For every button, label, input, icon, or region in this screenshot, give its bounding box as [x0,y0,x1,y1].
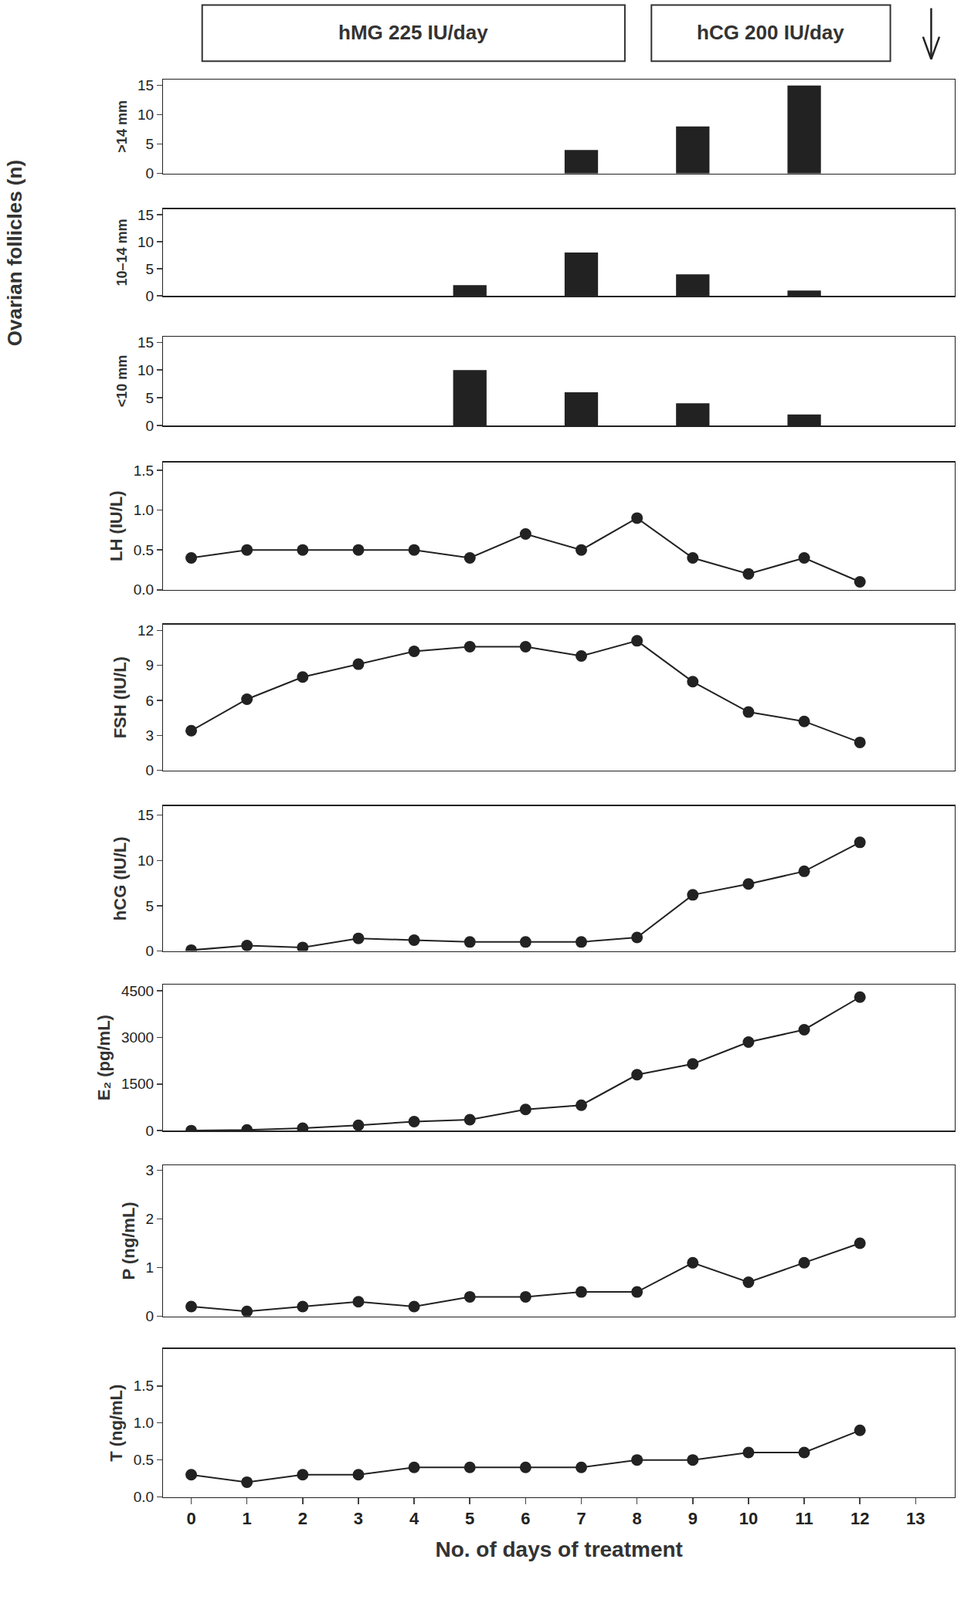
svg-text:1.0: 1.0 [133,1415,154,1432]
svg-text:3: 3 [145,727,155,744]
svg-text:0: 0 [186,1509,196,1529]
svg-text:hCG 200 IU/day: hCG 200 IU/day [696,20,845,45]
svg-text:hMG 225 IU/day: hMG 225 IU/day [338,20,489,45]
svg-text:Ovarian follicles (n): Ovarian follicles (n) [3,159,27,347]
svg-text:1: 1 [242,1509,252,1529]
svg-text:<10 mm: <10 mm [114,355,130,408]
svg-text:5: 5 [145,135,155,153]
svg-text:11: 11 [794,1509,813,1529]
svg-text:4500: 4500 [121,983,154,1000]
svg-text:No. of days of treatment: No. of days of treatment [434,1537,683,1562]
svg-text:10: 10 [739,1509,758,1529]
svg-text:0: 0 [145,165,155,182]
svg-text:2: 2 [298,1509,308,1529]
svg-text:3000: 3000 [121,1029,154,1046]
svg-text:5: 5 [145,898,155,915]
svg-text:3: 3 [353,1509,364,1529]
svg-text:15: 15 [137,807,154,824]
svg-text:3: 3 [145,1162,155,1179]
svg-text:6: 6 [145,692,155,710]
svg-text:15: 15 [137,77,154,94]
svg-text:1: 1 [145,1259,155,1277]
svg-text:0.0: 0.0 [133,1489,154,1506]
svg-text:0.5: 0.5 [133,542,154,559]
svg-text:15: 15 [137,207,154,224]
svg-text:>14 mm: >14 mm [114,100,130,153]
svg-text:5: 5 [145,261,155,278]
svg-text:FSH (IU/L): FSH (IU/L) [110,656,130,739]
svg-text:2: 2 [145,1211,155,1228]
svg-text:7: 7 [576,1509,586,1529]
svg-text:1.5: 1.5 [133,1378,154,1395]
svg-text:6: 6 [520,1509,530,1529]
svg-text:0.5: 0.5 [133,1452,154,1469]
svg-text:1.5: 1.5 [133,462,154,479]
svg-text:0: 0 [145,762,155,779]
svg-text:12: 12 [850,1509,870,1529]
svg-text:1.0: 1.0 [133,502,154,519]
svg-text:0: 0 [145,1123,155,1140]
svg-text:0.0: 0.0 [133,581,154,598]
svg-text:0: 0 [145,1308,155,1325]
svg-text:12: 12 [137,622,154,639]
svg-text:9: 9 [145,657,155,674]
svg-text:P (ng/mL): P (ng/mL) [118,1201,139,1280]
svg-text:15: 15 [137,334,154,351]
svg-text:1500: 1500 [121,1076,154,1093]
svg-text:10: 10 [137,234,154,251]
svg-text:8: 8 [632,1509,642,1529]
svg-text:10–14 mm: 10–14 mm [114,219,130,287]
svg-text:10: 10 [137,362,154,379]
svg-text:5: 5 [145,390,155,407]
svg-text:0: 0 [145,288,155,305]
svg-text:0: 0 [145,943,155,960]
svg-text:0: 0 [145,417,155,435]
svg-text:10: 10 [137,852,154,870]
svg-text:E₂ (pg/mL): E₂ (pg/mL) [94,1015,114,1101]
svg-text:10: 10 [137,106,154,123]
svg-text:hCG (IU/L): hCG (IU/L) [110,836,130,921]
svg-text:LH (IU/L): LH (IU/L) [106,490,126,562]
svg-text:4: 4 [409,1509,420,1529]
svg-text:9: 9 [688,1509,698,1529]
svg-text:T (ng/mL): T (ng/mL) [106,1385,126,1463]
svg-text:5: 5 [465,1509,475,1529]
svg-text:13: 13 [906,1509,925,1529]
